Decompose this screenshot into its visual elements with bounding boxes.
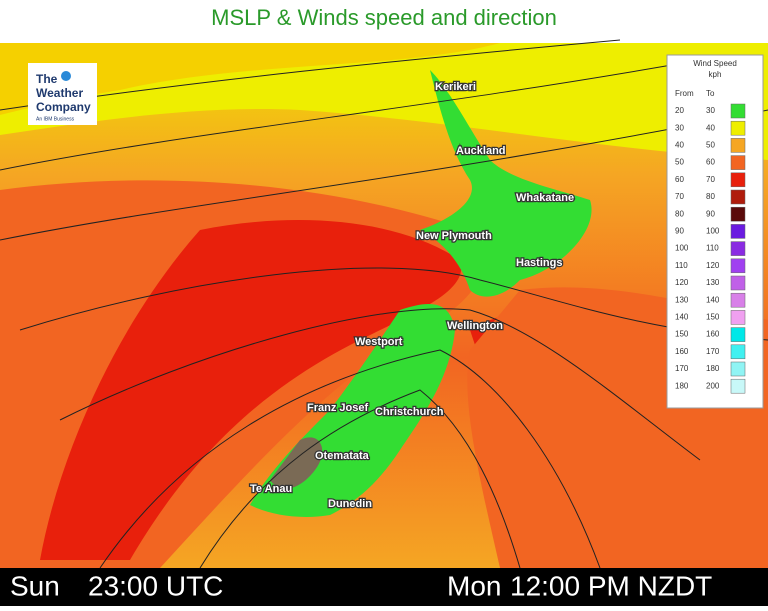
legend-swatch xyxy=(730,206,746,222)
logo: The Weather Company An IBM Business xyxy=(28,63,97,125)
logo-line: The xyxy=(36,72,58,86)
city-label: New Plymouth xyxy=(416,230,492,242)
legend-title: Wind Speed xyxy=(693,59,737,68)
logo-line: Weather xyxy=(36,86,83,100)
legend-to: 60 xyxy=(706,158,715,167)
legend-swatch xyxy=(730,361,746,377)
legend-from: 100 xyxy=(675,244,689,253)
city-label: Hastings xyxy=(516,257,562,269)
legend-swatch xyxy=(730,172,746,188)
city-label: Te Anau xyxy=(250,483,292,495)
footer: Sun 23:00 UTC Mon 12:00 PM NZDT xyxy=(0,568,768,606)
city-label: Dunedin xyxy=(328,498,372,510)
legend-to: 150 xyxy=(706,313,720,322)
legend-from: 90 xyxy=(675,227,684,236)
legend-swatch xyxy=(730,378,746,394)
local-day: Mon xyxy=(447,570,501,601)
legend: Wind Speed kph From To 20 30 30 40 40 50 50 60 6… xyxy=(666,54,764,409)
legend-from: 60 xyxy=(675,175,684,184)
legend-to: 80 xyxy=(706,192,715,201)
city-labels: Kerikeri Auckland Whakatane New Plymouth Has… xyxy=(249,80,576,512)
city-label: Wellington xyxy=(447,320,503,332)
city-label: Christchurch xyxy=(375,406,444,418)
legend-to: 140 xyxy=(706,295,720,304)
legend-header: To xyxy=(706,89,715,98)
legend-to: 30 xyxy=(706,106,715,115)
legend-swatch xyxy=(730,258,746,274)
utc-day: Sun xyxy=(10,570,60,601)
city-label: Whakatane xyxy=(516,192,574,204)
legend-unit: kph xyxy=(709,70,722,79)
legend-swatch xyxy=(730,224,746,239)
legend-from: 130 xyxy=(675,295,689,304)
logo-line: Company xyxy=(36,100,91,114)
legend-from: 170 xyxy=(675,364,689,373)
legend-from: 80 xyxy=(675,209,684,218)
legend-header: From xyxy=(675,89,694,98)
legend-swatch xyxy=(730,120,746,136)
legend-to: 50 xyxy=(706,141,715,150)
legend-from: 140 xyxy=(675,313,689,322)
legend-from: 30 xyxy=(675,123,684,132)
title: MSLP & Winds speed and direction xyxy=(211,5,557,30)
legend-swatch xyxy=(730,327,746,342)
legend-to: 90 xyxy=(706,209,715,218)
legend-to: 200 xyxy=(706,381,720,390)
legend-from: 150 xyxy=(675,330,689,339)
legend-from: 180 xyxy=(675,381,689,390)
legend-from: 70 xyxy=(675,192,684,201)
legend-to: 110 xyxy=(706,244,719,253)
legend-to: 170 xyxy=(706,347,720,356)
logo-tagline: An IBM Business xyxy=(36,116,75,122)
legend-to: 160 xyxy=(706,330,720,339)
map xyxy=(0,39,768,569)
city-label: Otematata xyxy=(315,450,370,462)
legend-to: 120 xyxy=(706,261,720,270)
legend-swatch xyxy=(730,189,746,205)
legend-from: 120 xyxy=(675,278,689,287)
legend-to: 100 xyxy=(706,227,720,236)
legend-from: 160 xyxy=(675,347,689,356)
city-label: Franz Josef xyxy=(307,402,368,414)
legend-swatch xyxy=(730,344,746,360)
legend-swatch xyxy=(730,138,746,153)
legend-swatch xyxy=(730,155,746,170)
utc-time: 23:00 UTC xyxy=(88,570,223,601)
legend-to: 40 xyxy=(706,123,715,132)
legend-swatch xyxy=(730,103,746,119)
legend-from: 20 xyxy=(675,106,684,115)
local-time: 12:00 PM NZDT xyxy=(510,570,712,601)
city-label: Kerikeri xyxy=(435,81,476,93)
legend-from: 50 xyxy=(675,158,684,167)
legend-swatch xyxy=(730,292,746,308)
legend-swatch xyxy=(730,241,746,256)
legend-to: 130 xyxy=(706,278,720,287)
legend-to: 70 xyxy=(706,175,715,184)
city-label: Westport xyxy=(355,336,403,348)
legend-from: 110 xyxy=(675,261,688,270)
legend-to: 180 xyxy=(706,364,720,373)
city-label: Auckland xyxy=(456,145,506,157)
legend-swatch xyxy=(730,275,746,291)
legend-from: 40 xyxy=(675,141,684,150)
legend-swatch xyxy=(730,310,746,325)
